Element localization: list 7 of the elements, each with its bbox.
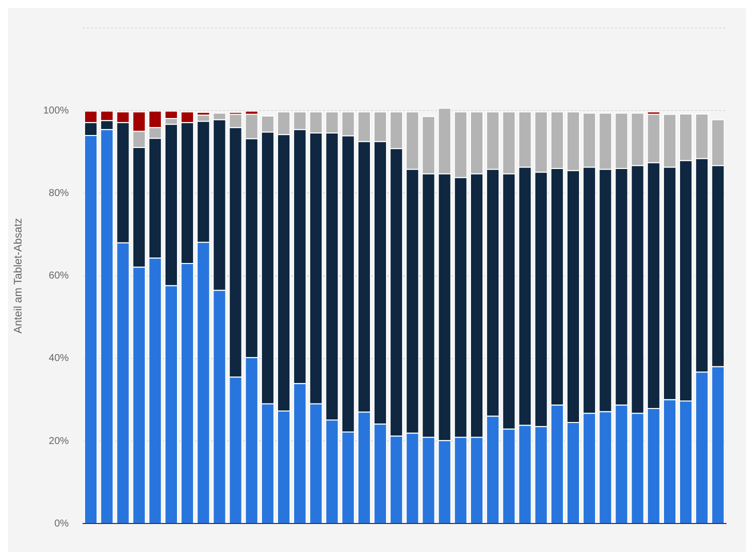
y-tick-label: 80% xyxy=(48,188,69,199)
y-axis-title: Anteil am Tablet-Absatz xyxy=(12,218,25,334)
y-tick-label: 60% xyxy=(48,270,69,282)
y-tick-label: 20% xyxy=(48,436,69,447)
y-tick-label: 0% xyxy=(54,518,69,530)
y-tick-label: 100% xyxy=(43,105,69,116)
y-tick-label: 40% xyxy=(48,353,69,364)
